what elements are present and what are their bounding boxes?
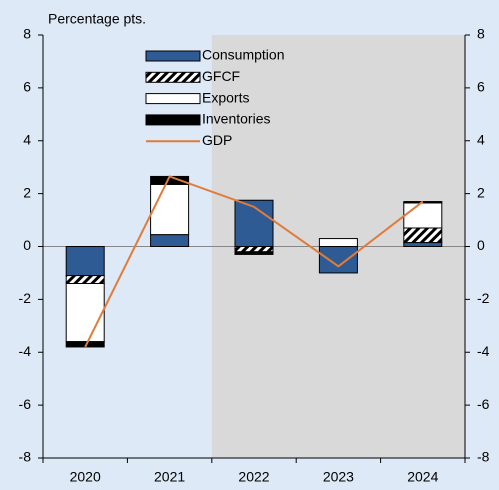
legend-symbol <box>145 93 201 105</box>
y2-tick-label: -8 <box>477 449 490 465</box>
x-tick-label: 2023 <box>323 469 354 485</box>
bar-segment <box>403 227 443 244</box>
bar-segment <box>403 242 443 248</box>
bar-segment <box>150 183 190 236</box>
y2-tick-label: -6 <box>477 396 490 412</box>
y2-tick-label: 4 <box>477 131 485 147</box>
legend-label: Exports <box>202 89 249 105</box>
bar-segment <box>234 199 274 247</box>
y2-tick-label: 2 <box>477 184 485 200</box>
y-tick-label: -4 <box>19 343 32 359</box>
gdp-line <box>84 175 424 348</box>
bar-segment <box>318 238 358 248</box>
y2-tick-label: 8 <box>477 26 485 42</box>
bar-segment <box>150 234 190 247</box>
y2-tick-label: 6 <box>477 79 485 95</box>
legend-symbol <box>145 71 201 83</box>
y-tick-label: -2 <box>19 290 32 306</box>
legend-symbol <box>145 114 201 126</box>
x-tick-label: 2020 <box>70 469 101 485</box>
legend-label: Consumption <box>202 47 285 63</box>
y2-tick-label: -2 <box>477 290 490 306</box>
x-tick-label: 2024 <box>407 469 438 485</box>
y2-tick-label: -4 <box>477 343 490 359</box>
legend-label: Inventories <box>202 111 270 127</box>
y-tick-label: 6 <box>23 79 31 95</box>
y-axis-label: Percentage pts. <box>48 11 146 27</box>
bar-segment <box>65 283 105 343</box>
x-tick-label: 2022 <box>238 469 269 485</box>
y2-tick-label: 0 <box>477 237 485 253</box>
bar-segment <box>65 275 105 285</box>
y-tick-label: 0 <box>23 237 31 253</box>
y-tick-label: 2 <box>23 184 31 200</box>
x-tick-label: 2021 <box>154 469 185 485</box>
legend-label: GFCF <box>202 68 240 84</box>
legend-label: GDP <box>202 132 232 148</box>
legend-symbol <box>145 50 201 62</box>
bar-segment <box>234 251 274 255</box>
bar-segment <box>65 246 105 277</box>
y-tick-label: 4 <box>23 131 31 147</box>
bar-segment <box>403 202 443 229</box>
y-tick-label: -8 <box>19 449 32 465</box>
bar-segment <box>318 246 358 274</box>
y-tick-label: 8 <box>23 26 31 42</box>
bar-segment <box>234 246 274 253</box>
y-tick-label: -6 <box>19 396 32 412</box>
